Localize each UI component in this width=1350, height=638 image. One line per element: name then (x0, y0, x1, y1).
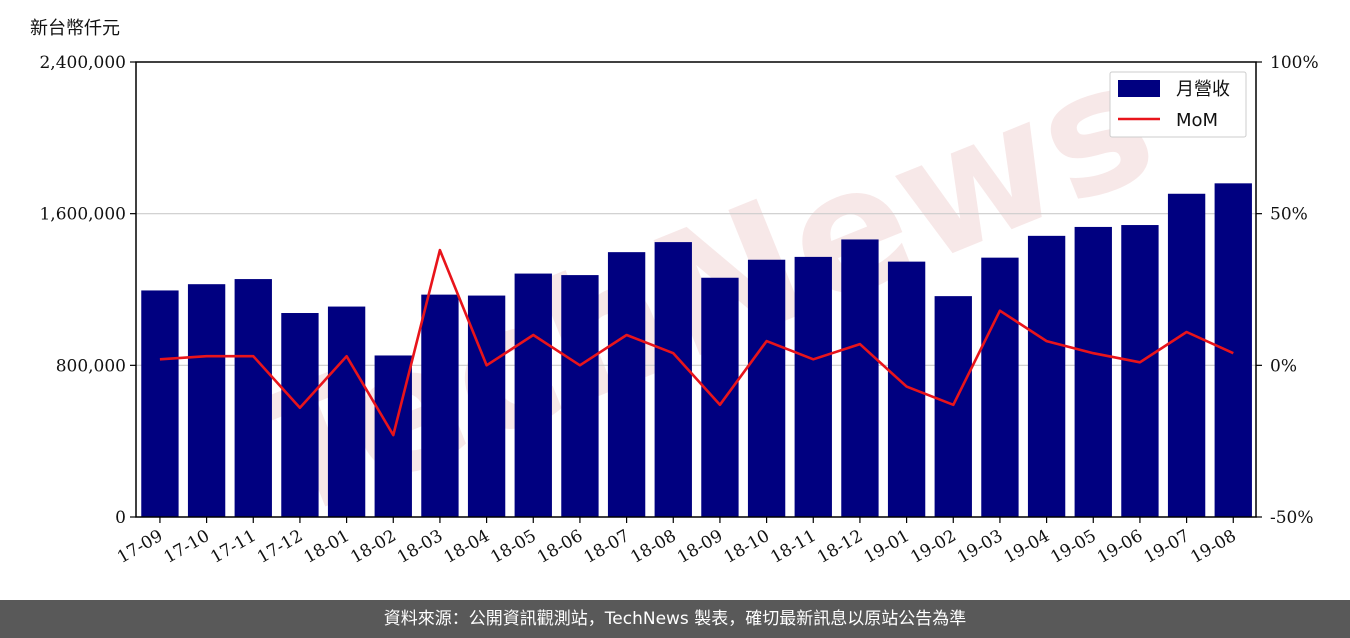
bar-18-10 (747, 259, 786, 517)
left-tick-label: 2,400,000 (39, 53, 126, 73)
legend-label-mom: MoM (1176, 110, 1218, 131)
bar-18-03 (421, 294, 459, 517)
bar-17-09 (141, 290, 179, 517)
x-tick-label: 17-11 (207, 526, 259, 568)
x-tick-label: 17-09 (114, 526, 166, 568)
x-tick-label: 17-10 (161, 526, 213, 568)
x-tick-label: 19-08 (1187, 526, 1239, 568)
bar-18-07 (607, 252, 646, 517)
right-tick-label: 0% (1270, 356, 1297, 376)
x-tick-label: 18-10 (721, 526, 773, 568)
left-y-axis: 0 800,000 1,600,000 2,400,000 (39, 53, 136, 528)
left-tick-label: 800,000 (56, 356, 126, 376)
left-tick-label: 1,600,000 (39, 205, 126, 225)
x-tick-label: 19-02 (907, 526, 959, 568)
x-tick-label: 19-04 (1001, 526, 1053, 568)
right-tick-label: -50% (1270, 508, 1314, 528)
bar-17-10 (187, 284, 226, 517)
bar-18-08 (654, 242, 692, 517)
bar-19-07 (1167, 193, 1206, 517)
bar-series (141, 183, 1252, 518)
gridlines (136, 213, 1256, 366)
bar-18-09 (701, 277, 739, 517)
bar-19-02 (934, 296, 972, 517)
x-tick-label: 18-09 (674, 526, 726, 568)
bar-19-03 (981, 257, 1019, 517)
bar-17-12 (281, 313, 319, 517)
x-axis: 17-0917-1017-1117-1218-0118-0218-0318-04… (114, 517, 1240, 568)
plot-frame (135, 61, 1257, 518)
left-axis-unit-label: 新台幣仟元 (30, 18, 120, 39)
x-tick-label: 18-06 (534, 526, 586, 568)
bar-17-11 (234, 279, 272, 517)
bar-19-04 (1027, 235, 1066, 518)
bar-18-06 (561, 275, 599, 517)
bar-18-04 (467, 295, 506, 517)
bar-18-12 (841, 239, 879, 517)
x-tick-label: 18-08 (627, 526, 679, 568)
bar-18-01 (327, 306, 366, 517)
x-tick-label: 18-11 (767, 526, 819, 568)
bar-19-05 (1074, 226, 1112, 517)
x-tick-label: 18-12 (814, 526, 866, 568)
legend-label-revenue: 月營收 (1176, 79, 1230, 100)
right-tick-label: 50% (1270, 205, 1308, 225)
x-tick-label: 19-01 (861, 526, 913, 568)
left-tick-label: 0 (115, 508, 126, 528)
bar-18-11 (794, 256, 832, 517)
legend: 月營收 MoM (1109, 71, 1247, 138)
bar-18-05 (514, 273, 552, 517)
mom-line (159, 248, 1234, 437)
mom-line-series (159, 248, 1234, 437)
x-tick-label: 18-04 (441, 526, 493, 568)
bar-19-06 (1121, 225, 1159, 517)
x-tick-label: 19-03 (954, 526, 1006, 568)
x-tick-label: 19-05 (1047, 526, 1099, 568)
x-tick-label: 17-12 (254, 526, 306, 568)
x-tick-label: 19-06 (1094, 526, 1146, 568)
x-tick-label: 19-07 (1141, 526, 1193, 568)
bar-19-08 (1214, 183, 1252, 518)
right-tick-label: 100% (1270, 53, 1319, 73)
source-footer: 資料來源：公開資訊觀測站，TechNews 製表，確切最新訊息以原站公告為準 (0, 600, 1350, 638)
right-y-axis: -50% 0% 50% 100% (1256, 53, 1319, 528)
legend-bar-swatch (1118, 80, 1160, 97)
bar-19-01 (887, 261, 926, 517)
x-tick-label: 18-07 (581, 526, 633, 568)
x-tick-label: 18-05 (487, 526, 539, 568)
x-tick-label: 18-03 (394, 526, 446, 568)
